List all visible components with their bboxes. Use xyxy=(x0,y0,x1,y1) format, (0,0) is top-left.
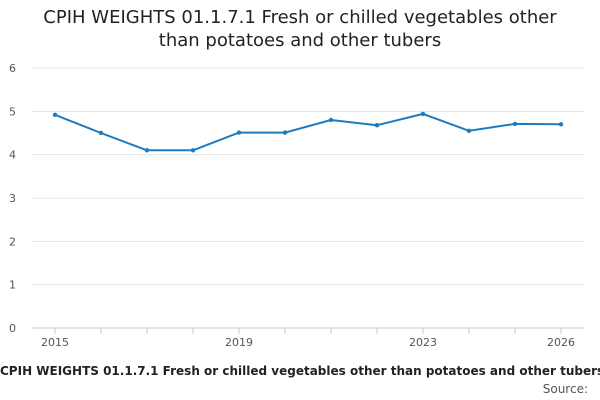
data-point-2015 xyxy=(52,112,58,118)
x-tick-label-2023: 2023 xyxy=(409,336,437,349)
y-tick-label-3: 3 xyxy=(9,192,16,205)
y-tick-label-0: 0 xyxy=(9,322,16,335)
source-label: Source: xyxy=(542,382,588,396)
x-axis-labels: 2015 2019 2023 2026 xyxy=(41,336,575,349)
data-point-2023 xyxy=(420,111,426,117)
grid-lines xyxy=(32,67,585,286)
data-point-2019 xyxy=(236,130,242,135)
data-point-2025 xyxy=(512,121,518,127)
chart-footer-title: CPIH WEIGHTS 01.1.7.1 Fresh or chilled v… xyxy=(0,364,600,378)
data-series xyxy=(52,111,564,153)
y-tick-label-5: 5 xyxy=(9,105,16,118)
data-point-2024 xyxy=(466,128,472,134)
y-tick-label-6: 6 xyxy=(9,62,16,75)
data-point-2018 xyxy=(190,148,196,153)
chart-title-line-1: CPIH WEIGHTS 01.1.7.1 Fresh or chilled v… xyxy=(43,7,557,28)
x-tick-label-2019: 2019 xyxy=(225,336,253,349)
data-point-2022 xyxy=(374,123,380,128)
y-tick-label-2: 2 xyxy=(9,235,16,248)
data-point-2020 xyxy=(282,130,288,135)
data-point-2026 xyxy=(558,122,564,127)
data-point-2016 xyxy=(98,130,104,136)
data-point-2021 xyxy=(328,117,334,123)
y-tick-label-1: 1 xyxy=(9,279,16,292)
x-axis xyxy=(32,327,585,334)
x-tick-label-2015: 2015 xyxy=(41,336,69,349)
series-line xyxy=(54,112,562,152)
data-point-2017 xyxy=(144,148,150,153)
chart-title-line-2: than potatoes and other tubers xyxy=(158,30,442,51)
chart-title: CPIH WEIGHTS 01.1.7.1 Fresh or chilled v… xyxy=(0,6,600,52)
y-axis-labels: 0 1 2 3 4 5 6 xyxy=(9,62,16,335)
y-tick-label-4: 4 xyxy=(9,149,16,162)
x-tick-label-2026: 2026 xyxy=(547,336,575,349)
